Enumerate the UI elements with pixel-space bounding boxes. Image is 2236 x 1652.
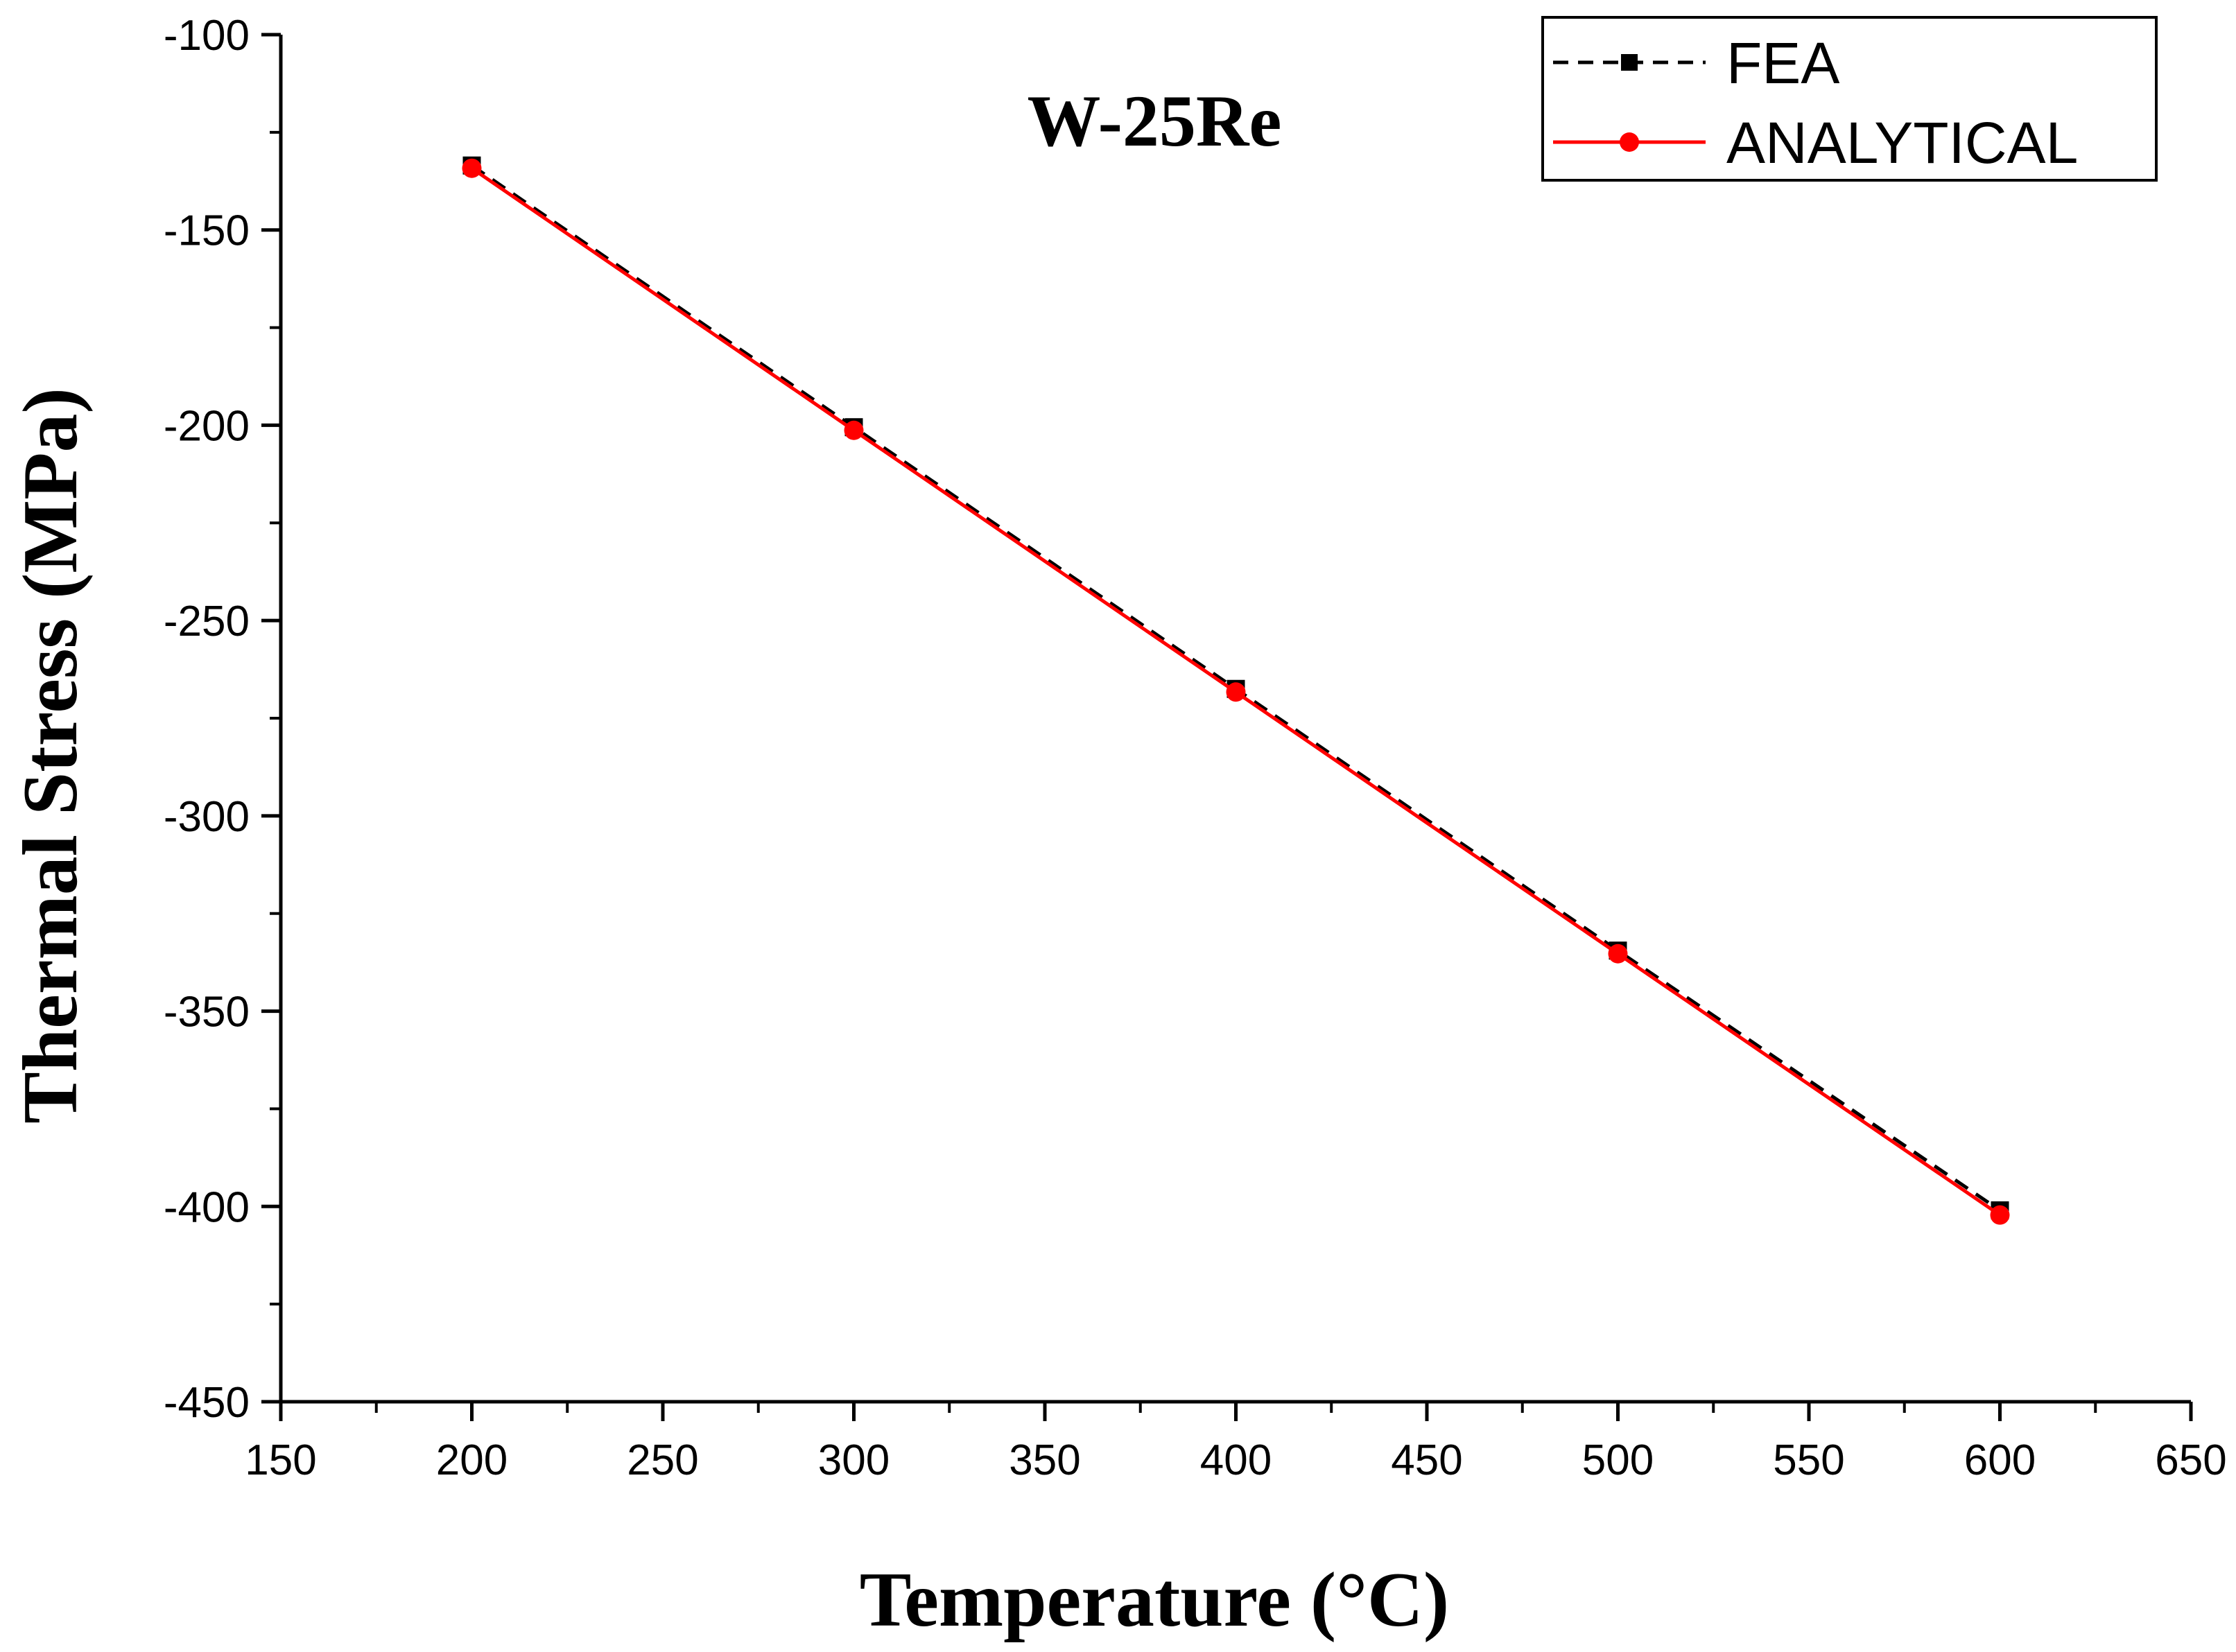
x-tick-label: 350 — [1009, 1436, 1080, 1484]
x-tick-label: 300 — [818, 1436, 890, 1484]
y-axis-title: Thermal Stress (MPa) — [8, 388, 94, 1124]
legend-fea-marker — [1621, 54, 1638, 71]
y-tick-label: -450 — [164, 1379, 250, 1427]
x-tick-label: 250 — [627, 1436, 698, 1484]
legend-label-analytical: ANALYTICAL — [1726, 110, 2078, 175]
y-tick-label: -300 — [164, 793, 250, 841]
ticks — [261, 33, 2193, 1421]
legend-box — [1541, 16, 2158, 182]
data-point-analytical — [1990, 1205, 2010, 1225]
y-tick-label: -100 — [164, 12, 250, 60]
x-tick-label: 400 — [1200, 1436, 1272, 1484]
data-point-analytical — [462, 158, 482, 178]
legend-analytical-marker — [1620, 132, 1639, 152]
x-tick-label: 500 — [1582, 1436, 1654, 1484]
y-tick-label: -150 — [164, 207, 250, 255]
x-tick-label: 150 — [245, 1436, 316, 1484]
tick-labels: 150 200 250 300 350 400 450 500 550 600 650 -100 -15… — [164, 12, 2227, 1484]
legend-label-fea: FEA — [1726, 31, 1839, 96]
x-axis-title: Temperature (°C) — [860, 1557, 1449, 1643]
data-point-analytical — [844, 420, 864, 440]
data-point-analytical — [1608, 944, 1628, 964]
y-tick-label: -250 — [164, 598, 250, 645]
chart-title: W-25Re — [1028, 80, 1282, 162]
x-tick-label: 650 — [2155, 1436, 2226, 1484]
data-point-analytical — [1226, 682, 1246, 702]
y-tick-label: -350 — [164, 989, 250, 1036]
y-tick-label: -400 — [164, 1183, 250, 1231]
y-tick-label: -200 — [164, 402, 250, 450]
x-tick-label: 600 — [1964, 1436, 2036, 1484]
legend: FEA ANALYTICAL — [1541, 16, 2158, 182]
x-tick-label: 450 — [1391, 1436, 1462, 1484]
series-layer — [462, 156, 2010, 1225]
x-tick-label: 550 — [1773, 1436, 1844, 1484]
x-tick-label: 200 — [436, 1436, 508, 1484]
